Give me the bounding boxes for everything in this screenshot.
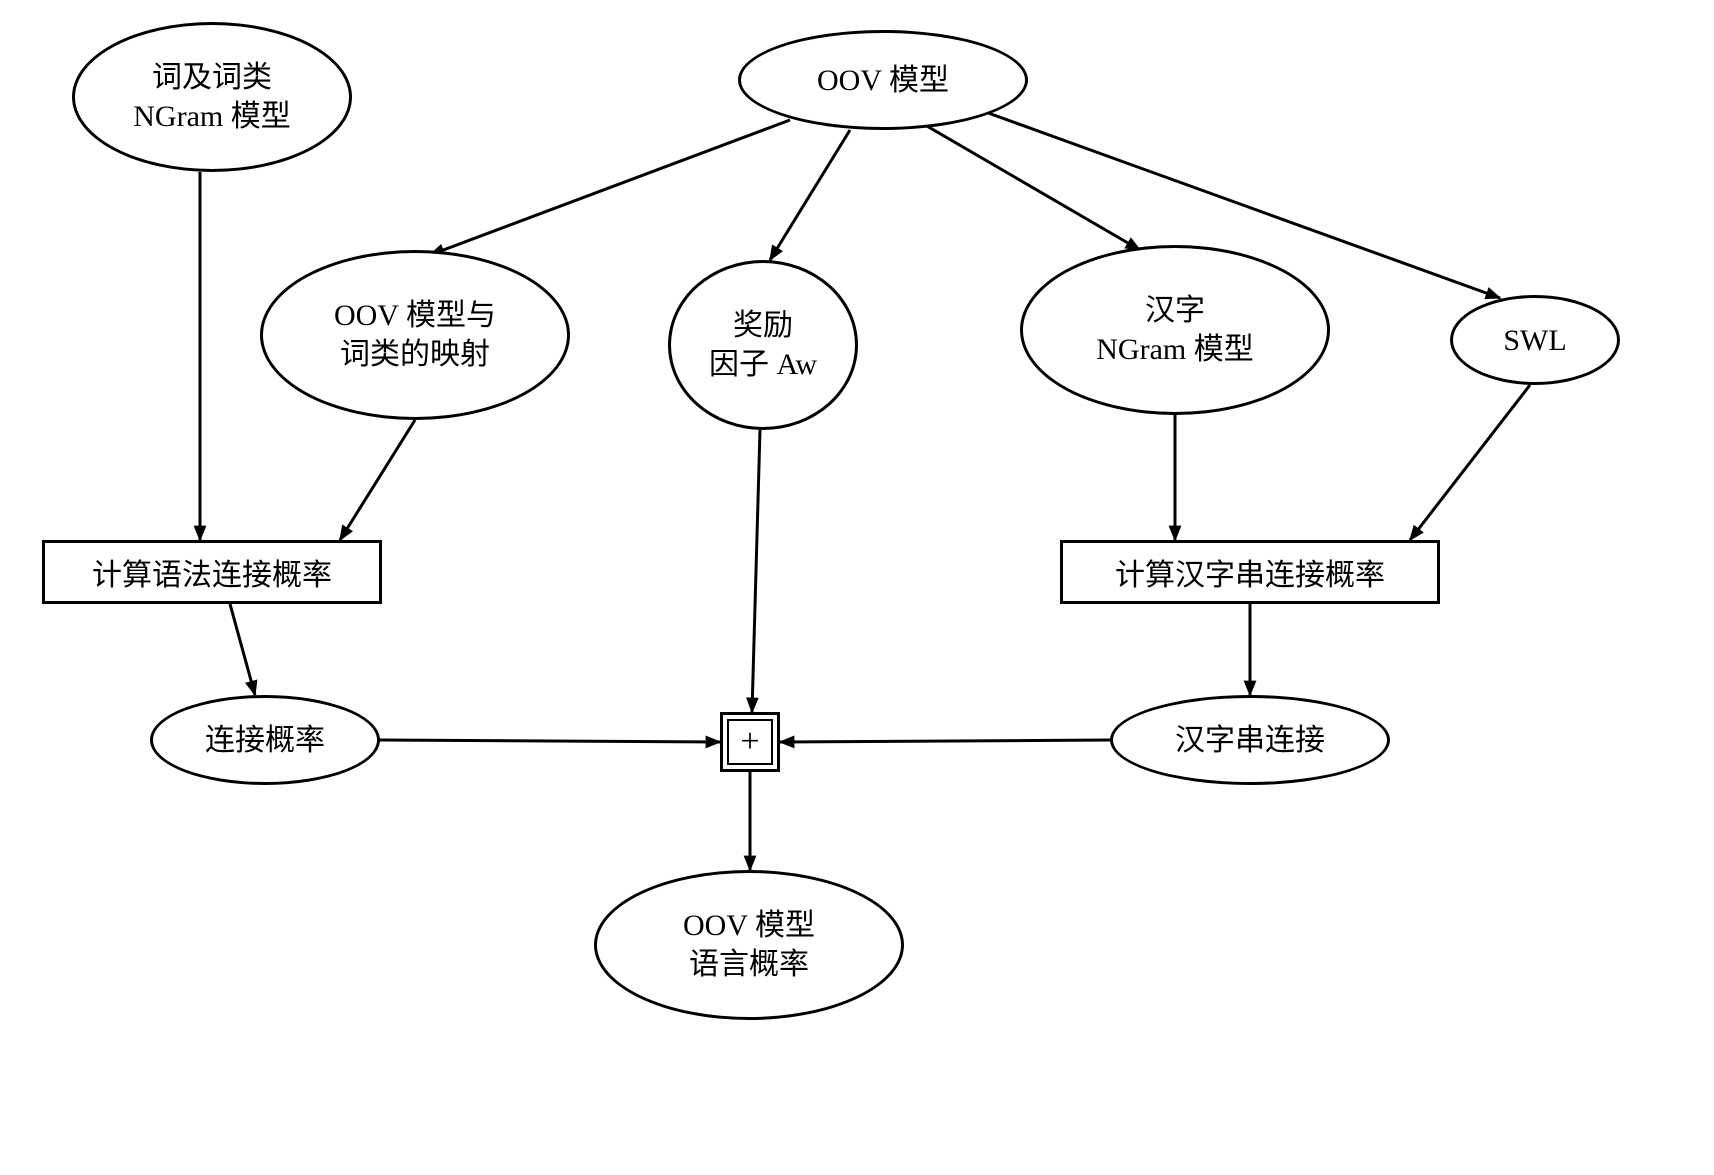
node-hanzi-connection: 汉字串连接 <box>1110 695 1390 785</box>
edge <box>230 604 255 695</box>
edge <box>780 740 1110 742</box>
edge <box>430 120 790 255</box>
edge <box>752 430 760 712</box>
node-oov-mapping: OOV 模型与词类的映射 <box>260 250 570 420</box>
edge <box>770 130 850 260</box>
node-swl: SWL <box>1450 295 1620 385</box>
node-oov-model: OOV 模型 <box>738 30 1028 130</box>
node-reward-factor: 奖励因子 Aw <box>668 260 858 430</box>
edge <box>340 420 415 540</box>
node-oov-lang-prob: OOV 模型语言概率 <box>594 870 904 1020</box>
node-word-ngram: 词及词类NGram 模型 <box>72 22 352 172</box>
edge <box>920 122 1140 250</box>
node-connection-prob: 连接概率 <box>150 695 380 785</box>
flowchart: 词及词类NGram 模型 OOV 模型 OOV 模型与词类的映射 奖励因子 Aw… <box>0 0 1714 1175</box>
edge <box>1410 385 1530 540</box>
edge <box>380 740 720 742</box>
node-plus: + <box>720 712 780 772</box>
node-hanzi-ngram: 汉字NGram 模型 <box>1020 245 1330 415</box>
node-compute-hanzi-prob: 计算汉字串连接概率 <box>1060 540 1440 604</box>
node-compute-grammar-prob: 计算语法连接概率 <box>42 540 382 604</box>
